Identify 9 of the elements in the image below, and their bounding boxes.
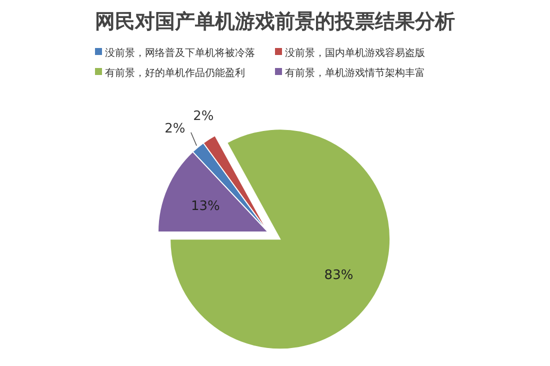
data-label: 2%	[164, 121, 186, 136]
data-label: 83%	[324, 268, 354, 283]
legend-label: 有前景，好的单机作品仍能盈利	[105, 67, 245, 79]
legend-label: 没前景，网络普及下单机将被冷落	[105, 47, 255, 59]
legend-label: 有前景，单机游戏情节架构丰富	[285, 67, 425, 79]
legend-label: 没前景，国内单机游戏容易盗版	[285, 47, 425, 59]
data-label: 13%	[190, 198, 220, 214]
title: 网民对国产单机游戏前景的投票结果分析	[95, 9, 455, 33]
data-label: 2%	[193, 108, 214, 124]
